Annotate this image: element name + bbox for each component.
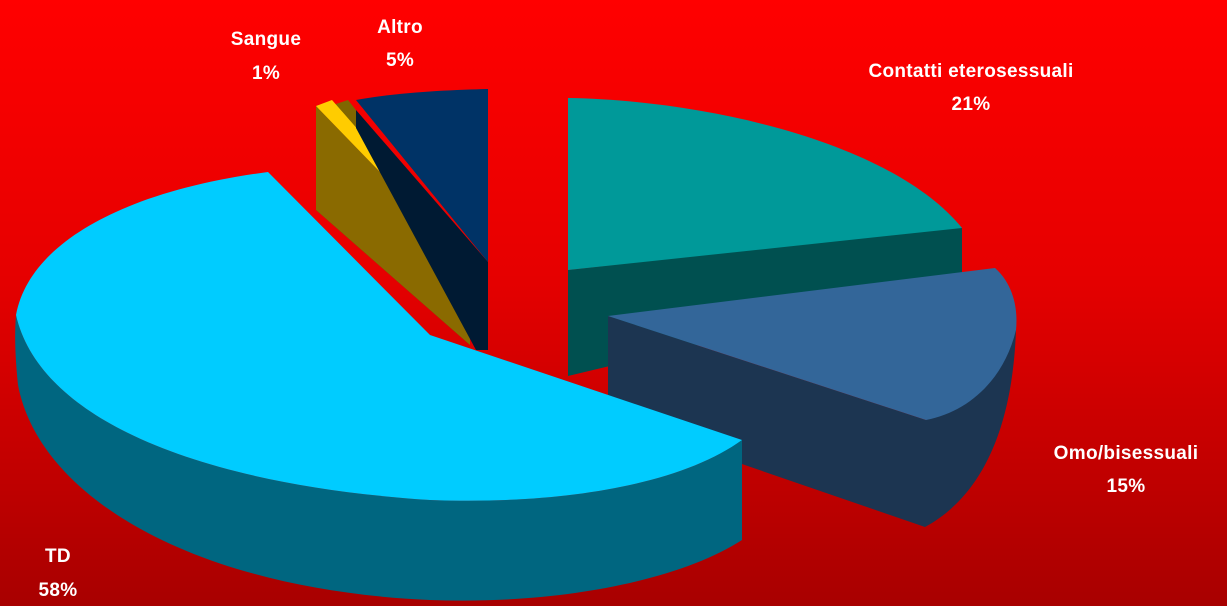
slice-td-top	[16, 172, 742, 501]
label-contatti-eterosessuali: Contatti eterosessuali	[868, 61, 1073, 82]
value-omo-bisessuali: 15%	[1107, 476, 1146, 497]
value-sangue: 1%	[252, 63, 280, 84]
slice-altro-top	[356, 89, 488, 262]
label-altro: Altro	[377, 17, 423, 38]
slice-extra-wedge-top	[316, 106, 470, 345]
slice-altro-side	[356, 110, 488, 350]
slice-td	[15, 172, 743, 601]
slice-omo-bisessuali-side	[608, 316, 1016, 527]
slice-omo-bisessuali-top	[608, 268, 1017, 420]
label-td: TD	[45, 546, 71, 567]
value-td: 58%	[39, 580, 78, 601]
slice-extra-wedge	[316, 106, 470, 345]
slice-contatti-eterosessuali-top	[568, 98, 962, 270]
value-contatti-eterosessuali: 21%	[952, 94, 991, 115]
label-omo-bisessuali: Omo/bisessuali	[1054, 443, 1199, 464]
label-sangue: Sangue	[231, 29, 301, 50]
value-altro: 5%	[386, 50, 414, 71]
slice-omo-bisessuali	[608, 268, 1017, 527]
slice-altro	[356, 89, 488, 350]
slice-td-side	[15, 315, 743, 601]
